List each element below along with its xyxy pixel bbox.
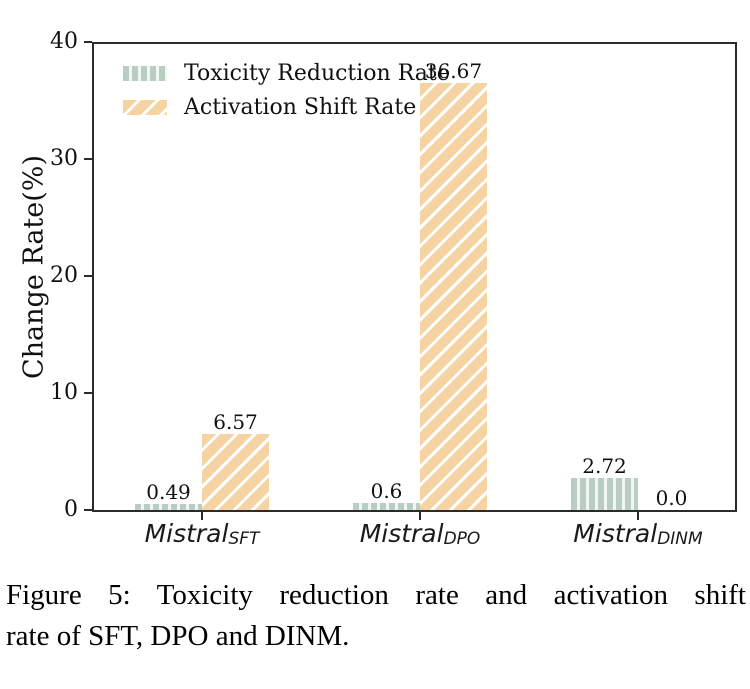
legend-item-activation: Activation Shift Rate [123, 94, 450, 120]
legend-item-toxicity: Toxicity Reduction Rate [123, 60, 450, 86]
y-tick-label-30: 30 [50, 146, 78, 171]
x-category-label-sft: MistralSFT [92, 519, 312, 549]
category-subscript: DPO [443, 529, 481, 549]
y-tick-label-0: 0 [64, 497, 78, 522]
bar-group-dinm: 2.72 0.0 [571, 455, 705, 510]
x-category-label-dpo: MistralDPO [310, 519, 530, 549]
y-tick-mark [84, 392, 92, 394]
legend-label-activation: Activation Shift Rate [184, 94, 417, 120]
category-base: Mistral [144, 519, 229, 548]
bar-slot: 2.72 [571, 455, 638, 510]
caption-line-2: rate of SFT, DPO and DINM. [6, 620, 350, 652]
category-subscript: SFT [228, 529, 260, 549]
x-tick-mark [637, 512, 639, 520]
bar-group-dpo: 0.6 36.67 [353, 60, 487, 510]
x-category-label-dinm: MistralDINM [528, 519, 748, 549]
category-subscript: DINM [657, 529, 703, 549]
bar-slot: 6.57 [202, 409, 269, 510]
toxicity-bar-sft [135, 504, 202, 510]
bar-value-label: 2.72 [582, 454, 627, 479]
bar-slot: 0.49 [135, 481, 202, 510]
y-tick-mark [84, 509, 92, 511]
y-tick-label-10: 10 [50, 380, 78, 405]
caption-line-1: Figure 5: Toxicity reduction rate and ac… [6, 579, 746, 611]
category-base: Mistral [359, 519, 444, 548]
plot-area: Toxicity Reduction Rate Activation Shift… [92, 42, 737, 512]
bar-slot: 0.6 [353, 480, 420, 510]
legend: Toxicity Reduction Rate Activation Shift… [123, 60, 450, 120]
bar-value-label: 0.49 [146, 480, 191, 505]
toxicity-bar-dinm [571, 478, 638, 510]
activation-bar-dpo [420, 82, 487, 510]
bar-value-label: 36.67 [424, 58, 483, 83]
bar-group-sft: 0.49 6.57 [135, 409, 269, 510]
y-tick-label-20: 20 [50, 263, 78, 288]
y-tick-mark [84, 158, 92, 160]
bar-value-label: 6.57 [213, 409, 258, 434]
bar-value-label: 0.0 [655, 486, 688, 510]
y-tick-mark [84, 41, 92, 43]
activation-bar-sft [202, 433, 269, 510]
bar-slot: 36.67 [420, 60, 487, 510]
y-tick-label-40: 40 [50, 29, 78, 54]
x-tick-mark [419, 512, 421, 520]
bar-slot: 0.0 [638, 487, 705, 510]
activation-swatch-icon [123, 99, 167, 115]
legend-label-toxicity: Toxicity Reduction Rate [184, 60, 450, 86]
toxicity-bar-dpo [353, 503, 420, 510]
x-tick-mark [201, 512, 203, 520]
bar-value-label: 0.6 [370, 479, 403, 503]
category-base: Mistral [573, 519, 658, 548]
figure-caption: Figure 5: Toxicity reduction rate and ac… [6, 575, 746, 657]
y-tick-mark [84, 275, 92, 277]
toxicity-swatch-icon [123, 65, 167, 81]
